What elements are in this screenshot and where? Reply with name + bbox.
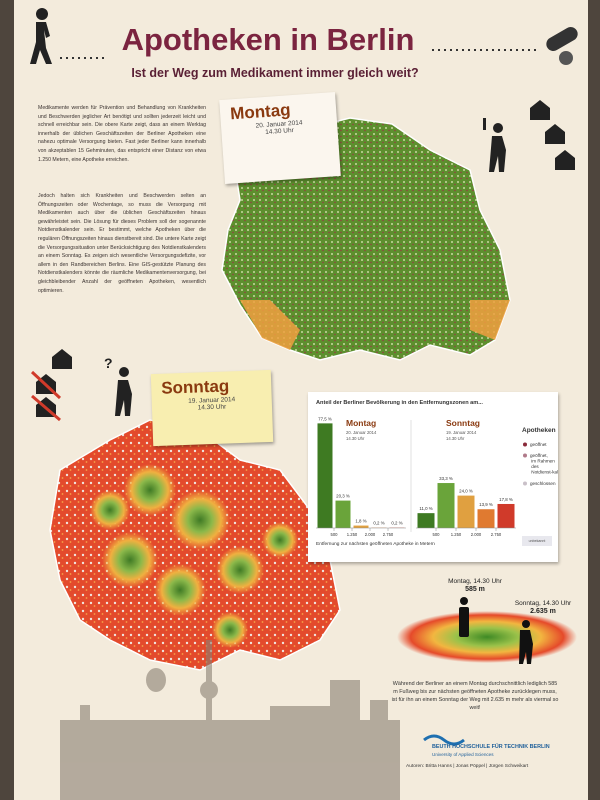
comparison-label: Sonntag, 14.30 Uhr [514, 600, 572, 607]
x-tick-label: 2.750 [491, 532, 502, 537]
bar [457, 495, 475, 528]
logo [423, 734, 465, 746]
institution-sub: University of Applied Sciences [432, 752, 494, 757]
map-zone [470, 300, 510, 340]
legend-title: Apotheken [522, 427, 556, 434]
x-tick-label: 1.250 [451, 532, 462, 537]
map-label: Sonntag 19. Januar 2014 14.30 Uhr [150, 369, 274, 447]
comparison-value: 585 m [465, 586, 485, 593]
chart-panel: Anteil der Berliner Bevölkerung in den E… [308, 392, 573, 562]
institution: BEUTH HOCHSCHULE FÜR TECHNIK BERLIN [432, 744, 550, 750]
legend-note-swatch [522, 536, 552, 546]
value-label: 1,8 % [355, 519, 366, 524]
houses-icons [483, 100, 575, 172]
bar [417, 513, 435, 528]
series-name: Sonntag [446, 418, 480, 428]
skyline [60, 640, 400, 800]
person-icons [459, 597, 533, 664]
value-label: 24,0 % [459, 489, 473, 494]
map-label: Montag 20. Januar 2014 14.30 Uhr [219, 92, 341, 184]
walker-icon [30, 8, 52, 64]
bar [497, 503, 515, 528]
pill-icon [546, 27, 578, 65]
intro-paragraph: Jedoch halten sich Krankheiten und Besch… [38, 193, 206, 294]
bar [317, 423, 333, 528]
map-zone [240, 300, 300, 350]
svg-text:?: ? [104, 355, 113, 371]
subtitle: Ist der Weg zum Medikament immer gleich … [131, 66, 419, 80]
legend-swatch [523, 481, 527, 486]
chart-title: Anteil der Berliner Bevölkerung in den E… [316, 400, 483, 406]
title: Apotheken in Berlin [121, 22, 415, 57]
comparison-value: 2.635 m [530, 608, 556, 615]
value-label: 13,9 % [479, 502, 493, 507]
distance-rings [397, 611, 577, 663]
x-axis-label: Entfernung zur nächsten geöffneten Apoth… [316, 541, 435, 547]
comparison-label: Montag, 14.30 Uhr [448, 578, 502, 585]
authors: Autoren: Britta Hanns | Jonas Pöppel | J… [406, 764, 529, 769]
x-tick-label: 2.750 [383, 532, 394, 537]
legend-swatch [523, 442, 527, 447]
bar [335, 500, 351, 528]
x-tick-label: 2.000 [471, 532, 482, 537]
series-date: 19. Januar 2014 [446, 430, 477, 435]
value-label: 17,8 % [499, 497, 513, 502]
bar [437, 483, 455, 528]
series-name: Montag [346, 418, 376, 428]
x-tick-label: 2.000 [365, 532, 376, 537]
value-label: 20,3 % [336, 494, 350, 499]
value-label: 0,2 % [373, 521, 384, 526]
intro-paragraph: Medikamente werden für Prävention und Be… [38, 105, 206, 163]
value-label: 77,5 % [318, 416, 332, 421]
x-tick-label: 1.250 [347, 532, 358, 537]
bar [353, 525, 369, 528]
legend-label: geschlossen [530, 481, 556, 486]
value-label: 11,0 % [419, 506, 432, 511]
closed-houses-icons: ? [30, 349, 132, 422]
legend-note: unbekannt [529, 539, 546, 543]
legend-swatch [523, 453, 527, 458]
value-label: 33,3 % [439, 476, 453, 481]
series-time: 14.30 Uhr [346, 436, 365, 441]
legend-label: geöffnet, im Rahmen des Notdienst-kalend… [530, 453, 558, 475]
chart: Anteil der Berliner Bevölkerung in den E… [316, 400, 573, 547]
x-tick-label: 500 [331, 532, 339, 537]
x-tick-label: 500 [433, 532, 441, 537]
bar [477, 509, 495, 528]
map-coverage [90, 464, 298, 648]
series-date: 20. Januar 2014 [346, 430, 377, 435]
summary: Während der Berliner an einem Montag dur… [391, 681, 559, 711]
series-time: 14.30 Uhr [446, 436, 465, 441]
value-label: 0,2 % [391, 521, 402, 526]
legend-label: geöffnet [530, 442, 547, 447]
